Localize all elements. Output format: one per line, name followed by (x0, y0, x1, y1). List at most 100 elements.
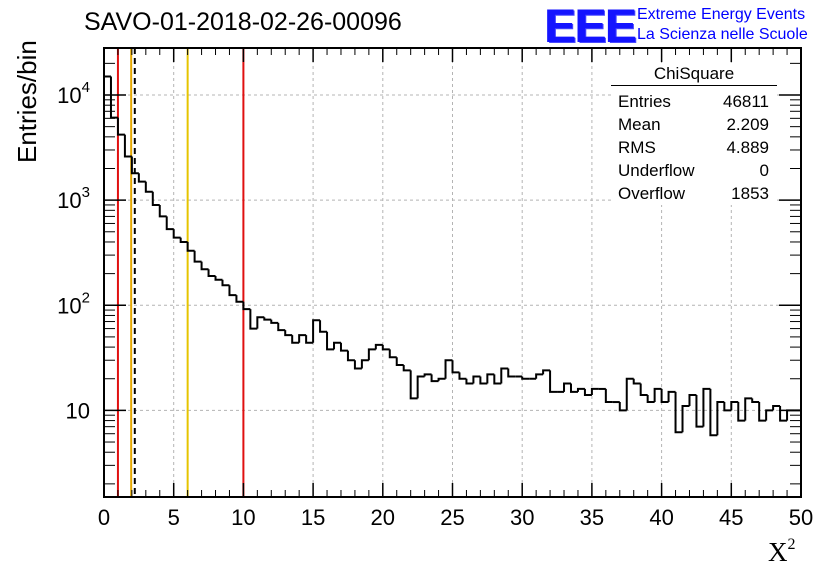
stats-row-rms: RMS 4.889 (611, 136, 777, 159)
histogram-bin (472, 375, 481, 384)
histogram-bin (437, 377, 446, 382)
histogram-bin (200, 261, 209, 271)
stats-title: ChiSquare (653, 64, 735, 83)
histogram-bin (381, 344, 390, 351)
histogram-bin (291, 335, 300, 344)
histogram-bin (277, 322, 286, 332)
y-tick-label-exponent: 4 (82, 79, 90, 96)
histogram-bin (751, 398, 760, 404)
stats-label: Underflow (618, 161, 695, 180)
histogram-bin (702, 387, 711, 427)
histogram-bin (228, 285, 237, 297)
histogram-bin (395, 357, 404, 367)
histogram-bins (103, 75, 801, 497)
x-tick-label: 45 (719, 505, 743, 530)
axis-ticks (103, 48, 802, 497)
histogram-bin (765, 409, 774, 421)
stats-row-mean: Mean 2.209 (611, 113, 777, 136)
histogram-bin (660, 388, 669, 404)
histogram-bin (716, 401, 725, 436)
histogram-bin (646, 395, 655, 404)
histogram-bin (137, 173, 146, 183)
histogram-bin (116, 117, 125, 136)
histogram-bin (305, 335, 314, 344)
histogram-bin (639, 383, 648, 397)
x-tick-label: 35 (580, 505, 604, 530)
histogram-bin (590, 387, 599, 396)
logo-mark: EEE (545, 0, 637, 52)
histogram-bin (367, 348, 376, 361)
histogram-bin (653, 387, 662, 403)
histogram-bin (458, 372, 467, 380)
stats-box: ChiSquare Entries 46811 Mean 2.209 RMS 4.88… (611, 63, 777, 205)
histogram-bin (193, 250, 202, 263)
stats-row-overflow: Overflow 1853 (611, 182, 777, 205)
histogram-bin (423, 373, 432, 377)
histogram-bin (360, 359, 369, 369)
histogram-bin (353, 360, 362, 370)
histogram-bin (737, 402, 746, 422)
y-tick-label-exponent: 2 (82, 289, 90, 306)
histogram-bin (123, 134, 132, 158)
histogram-bin (549, 370, 558, 393)
histogram-bin (144, 181, 153, 193)
histogram-bin (667, 390, 676, 403)
histogram-bin (158, 204, 167, 218)
chart-title: SAVO-01-2018-02-26-00096 (84, 8, 402, 36)
histogram-bin (333, 341, 341, 350)
histogram-bin (758, 402, 767, 422)
x-tick-label: 0 (98, 505, 110, 530)
histogram-bin (479, 376, 488, 385)
histogram-bin (569, 383, 578, 393)
histogram-bin (221, 279, 230, 287)
histogram-bin (730, 401, 739, 411)
histogram-bin (263, 317, 272, 321)
histogram-bin (256, 316, 265, 329)
histogram-bin (339, 342, 348, 352)
histogram-bin (151, 191, 160, 206)
stats-value: 0 (759, 161, 769, 180)
histogram-bin (709, 388, 718, 437)
histogram-bin (493, 374, 502, 385)
histogram-bin (500, 367, 509, 384)
x-axis-label-base: X (768, 537, 788, 567)
histogram-bin (214, 275, 223, 281)
stats-label: RMS (618, 138, 656, 157)
histogram-bin (130, 156, 139, 175)
logo-line-2: La Scienza nelle Scuole (637, 26, 808, 43)
histogram-bin (465, 378, 474, 385)
histogram-bin (625, 377, 634, 411)
histogram-bin (319, 320, 328, 333)
histogram-bin (563, 382, 571, 392)
histogram-bin (284, 330, 293, 337)
histogram-bin (695, 395, 704, 428)
histogram-bin (576, 387, 585, 392)
y-axis-label: Entries/bin (12, 40, 42, 163)
histogram-bin (109, 76, 118, 119)
histogram-bin (235, 295, 244, 303)
stats-value: 4.889 (726, 138, 769, 157)
x-tick-label: 40 (649, 505, 673, 530)
histogram-bin (242, 301, 251, 311)
x-axis-label-exponent: 2 (787, 536, 796, 553)
histogram-bin (409, 370, 418, 400)
x-tick-label: 25 (440, 505, 464, 530)
stats-label: Mean (618, 115, 661, 134)
histogram-bin (207, 269, 216, 277)
histogram-bin (374, 343, 383, 350)
stats-value: 2.209 (726, 115, 769, 134)
histogram-bin (312, 319, 321, 343)
y-tick-label: 104 (57, 79, 90, 108)
histogram-bin (430, 374, 439, 383)
x-axis-label: X2 (768, 536, 796, 568)
histogram-bin (298, 334, 307, 343)
histogram-bin (346, 350, 355, 362)
y-tick-label-exponent: 3 (82, 184, 90, 201)
histogram-bin (772, 405, 781, 411)
histogram-bin (186, 241, 195, 252)
x-tick-label: 10 (231, 505, 255, 530)
histogram-bin (507, 368, 516, 378)
y-tick-label-base: 10 (57, 83, 81, 108)
x-tick-label: 15 (301, 505, 325, 530)
